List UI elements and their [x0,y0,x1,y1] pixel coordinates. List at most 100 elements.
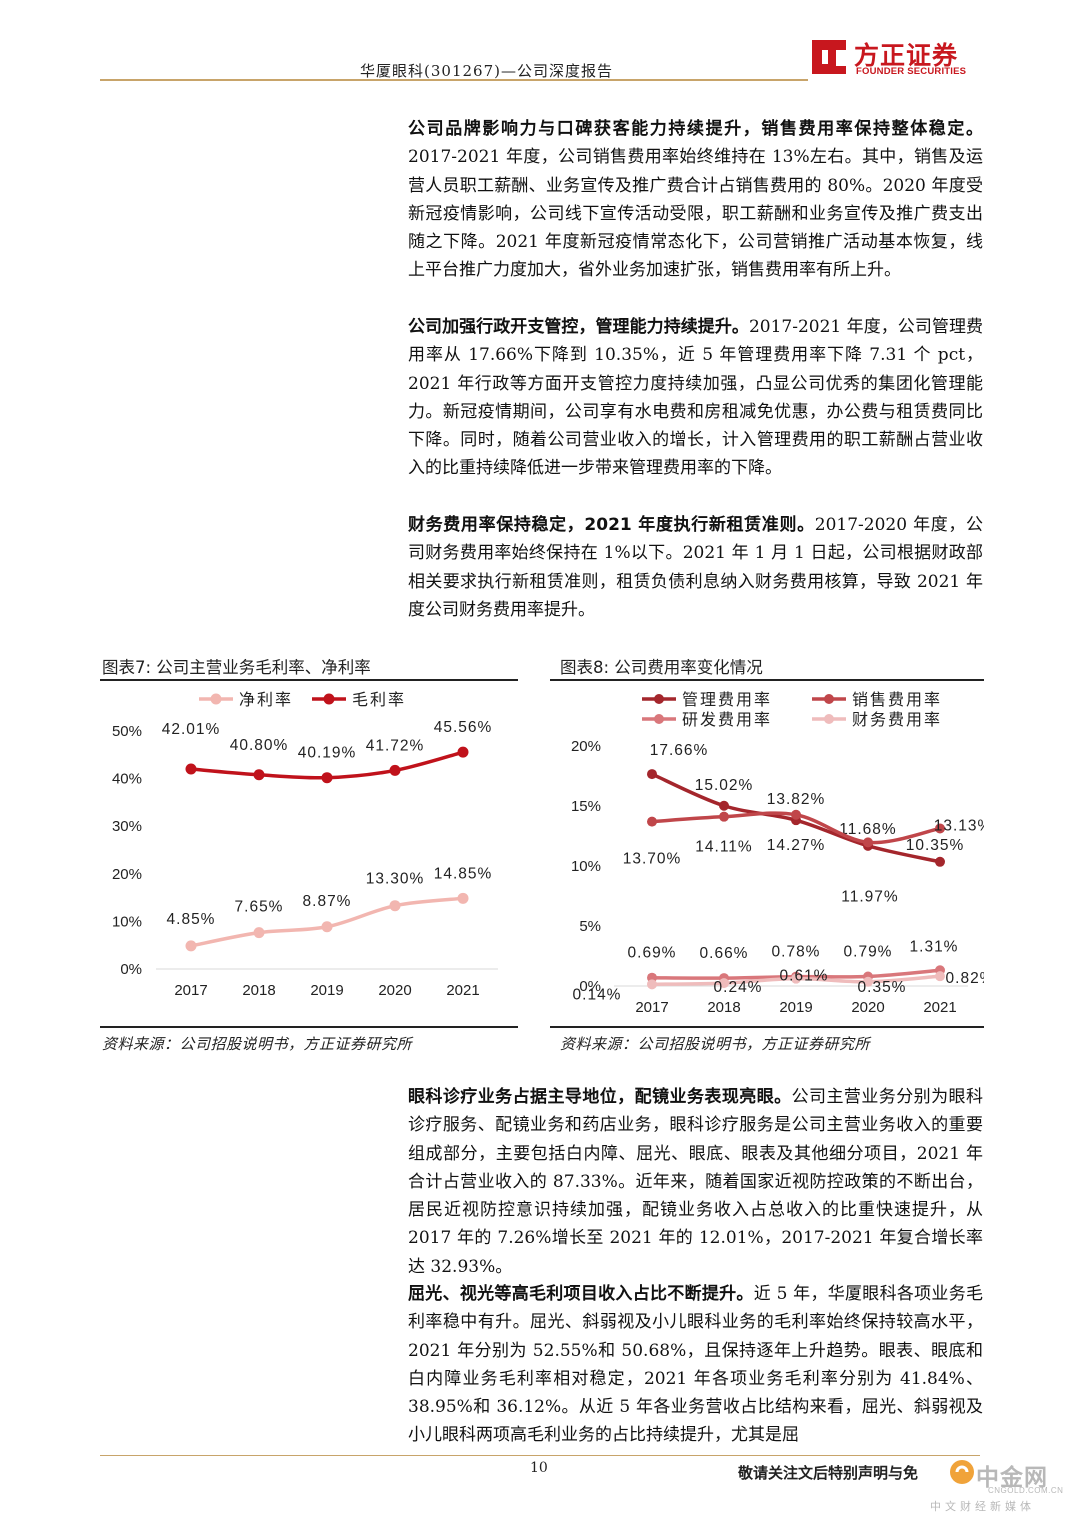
figure7-top-rule [100,679,518,681]
figure8-bottom-rule [550,1026,984,1028]
data-point [863,837,873,848]
paragraph-body: 公司主营业务分别为眼科诊疗服务、配镜业务和药店业务，眼科诊疗服务是公司主营业务收… [408,1087,983,1277]
data-point [253,927,265,939]
paragraph-body: 2017-2021 年度，公司销售费用率始终维持在 13%左右。其中，销售及运营… [408,147,983,281]
data-point [185,940,197,952]
watermark-logo-icon [950,1460,974,1484]
data-label: 13.13% [934,817,984,834]
y-tick-label: 40% [112,771,142,788]
figure8-source: 资料来源：公司招股说明书，方正证券研究所 [560,1035,871,1053]
data-point [457,892,469,904]
logo-text-en: FOUNDER SECURITIES [856,66,967,77]
data-point [389,900,401,912]
data-label: 0.69% [628,945,677,962]
paragraph-heading: 财务费用率保持稳定，2021 年度执行新租赁准则。 [408,515,815,535]
legend-label: 财务费用率 [852,711,942,729]
x-tick-label: 2019 [310,982,343,999]
data-label: 41.72% [366,737,425,754]
y-tick-label: 15% [571,798,601,815]
data-point [457,746,469,758]
data-point [253,769,265,781]
legend-label: 研发费用率 [682,711,772,729]
data-point [321,921,333,933]
data-label: 40.19% [298,745,357,762]
y-tick-label: 10% [112,913,142,930]
page-number: 10 [530,1460,548,1476]
watermark-text: 中金网 [976,1465,1048,1491]
footer-divider [100,1455,980,1456]
legend-marker [654,694,664,704]
x-tick-label: 2020 [851,999,884,1016]
data-label: 8.87% [303,893,352,910]
figure8-top-rule [550,679,984,681]
y-tick-label: 10% [571,858,601,875]
company-logo: 方正证券 FOUNDER SECURITIES [808,36,968,80]
paragraph-finance-expense: 财务费用率保持稳定，2021 年度执行新租赁准则。2017-2020 年度，公司… [408,511,983,624]
x-tick-label: 2018 [707,999,740,1016]
legend-marker [210,693,222,705]
paragraph-margin-mix: 屈光、视光等高毛利项目收入占比不断提升。近 5 年，华厦眼科各项业务毛利率稳中有… [408,1280,983,1450]
legend-marker [824,694,834,704]
figure8-title: 图表8: 公司费用率变化情况 [560,658,763,677]
legend-marker [323,693,335,705]
data-point [791,809,801,820]
paragraph-body: 2017-2021 年度，公司管理费用率从 17.66%下降到 10.35%，近… [408,317,983,479]
data-label: 0.14% [573,986,622,1003]
figure7-bottom-rule [100,1026,518,1028]
y-tick-label: 30% [112,818,142,835]
data-label: 13.30% [366,871,425,888]
legend-label: 净利率 [239,691,293,709]
data-label: 0.79% [844,944,893,961]
data-label: 0.35% [858,979,907,996]
legend-marker [654,714,664,724]
y-tick-label: 20% [571,738,601,755]
data-label: 14.85% [434,865,493,882]
legend-label: 毛利率 [352,691,406,709]
data-point [935,971,945,982]
data-point [185,763,197,775]
founder-logo-icon [812,40,846,74]
data-point [935,823,945,834]
paragraph-business-structure: 眼科诊疗业务占据主导地位，配镜业务表现亮眼。公司主营业务分别为眼科诊疗服务、配镜… [408,1083,983,1281]
disclaimer-note: 敬请关注文后特别声明与免 [738,1464,919,1482]
legend-marker [824,714,834,724]
watermark: 中金网 CNGOLD.COM.CN 中文财经新媒体 [930,1456,1078,1518]
data-point [719,800,729,811]
data-point [647,979,657,990]
x-tick-label: 2018 [242,982,275,999]
legend-label: 销售费用率 [852,691,942,709]
paragraph-sales-expense: 公司品牌影响力与口碑获客能力持续提升，销售费用率保持整体稳定。 2017-2021… [408,115,983,285]
data-label: 14.11% [695,839,752,856]
data-label: 17.66% [650,742,709,759]
report-header-title: 华厦眼科(301267)—公司深度报告 [360,62,613,80]
chart-gross-net-margin: 0% 10% 20% 30% 40% 50% 2017 2018 2019 2020 2021 4.8… [112,691,498,999]
x-tick-label: 2019 [779,999,812,1016]
data-label: 7.65% [235,899,284,916]
watermark-subtitle: 中文财经新媒体 [930,1500,1035,1513]
y-tick-label: 20% [112,866,142,883]
data-label: 4.85% [167,911,216,928]
data-point [647,816,657,827]
data-label: 0.82% [946,970,984,987]
data-label: 11.97% [841,888,898,905]
data-point [935,856,945,867]
data-point [863,976,873,987]
x-tick-label: 2021 [446,982,479,999]
paragraph-heading: 公司加强行政开支管控，管理能力持续提升。 [408,317,749,337]
data-label: 14.27% [767,837,826,854]
data-label: 0.78% [772,944,821,961]
data-label: 0.61% [780,968,829,985]
figure7-title: 图表7: 公司主营业务毛利率、净利率 [102,658,371,677]
figure7-source: 资料来源：公司招股说明书，方正证券研究所 [102,1035,413,1053]
y-tick-label: 0% [579,978,601,995]
data-label: 10.35% [906,837,965,854]
watermark-domain: CNGOLD.COM.CN [988,1486,1064,1495]
data-label: 13.82% [767,791,826,808]
x-tick-label: 2017 [174,982,207,999]
y-tick-label: 50% [112,723,142,740]
data-label: 0.66% [700,945,749,962]
x-tick-label: 2021 [923,999,956,1016]
y-tick-label: 0% [120,961,142,978]
chart-expense-ratios: 0% 5% 10% 15% 20% 2017 2018 2019 2020 2021 17.66% 1… [571,691,984,1016]
data-label: 15.02% [695,777,754,794]
